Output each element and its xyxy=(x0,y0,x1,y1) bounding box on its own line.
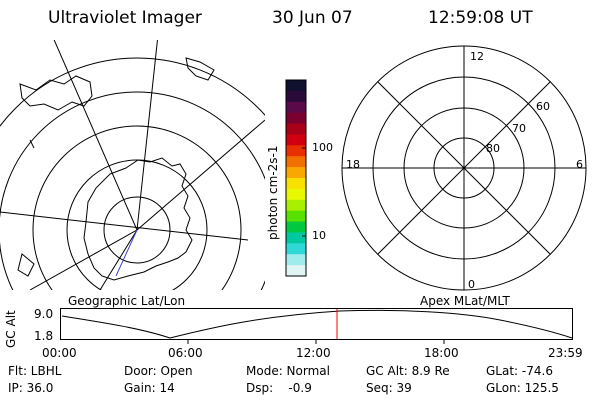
colorbar-swatch xyxy=(286,188,306,201)
info-ip: IP: 36.0 xyxy=(8,381,54,395)
colorbar-swatch xyxy=(286,145,306,157)
lon-line xyxy=(0,211,249,241)
info-gc-alt: GC Alt: 8.9 Re xyxy=(366,364,450,378)
mlt-label-bottom: 0 xyxy=(468,278,475,291)
time-tick: 23:59 xyxy=(548,346,583,360)
right-panel-label: Apex MLat/MLT xyxy=(420,294,510,308)
colorbar-swatch xyxy=(286,254,306,266)
coastline xyxy=(185,57,215,81)
lat-circle xyxy=(0,91,265,290)
mlat-label: 70 xyxy=(512,122,526,135)
mlt-line xyxy=(377,81,551,255)
instrument-title: Ultraviolet Imager xyxy=(48,8,202,28)
mlt-label-top: 12 xyxy=(470,50,484,63)
coastline xyxy=(19,75,93,111)
colorbar-swatch xyxy=(286,90,306,103)
lat-circle xyxy=(103,196,171,264)
altitude-curve xyxy=(61,309,573,339)
lon-line xyxy=(99,229,138,290)
colorbar-swatch xyxy=(286,167,306,179)
altitude-tick: 1.8 xyxy=(34,329,54,343)
colorbar-swatch xyxy=(286,199,306,212)
colorbar-swatch xyxy=(286,221,306,234)
left-panel-label: Geographic Lat/Lon xyxy=(68,294,186,308)
colorbar-swatch xyxy=(286,210,306,223)
lon-line xyxy=(136,40,158,231)
geographic-map xyxy=(0,40,265,290)
colorbar xyxy=(285,79,307,277)
time-tick: 18:00 xyxy=(424,346,459,360)
altitude-plot xyxy=(60,308,573,344)
colorbar-swatch xyxy=(286,243,306,255)
colorbar-swatch xyxy=(286,232,306,244)
info-glon: GLon: 125.5 xyxy=(486,381,559,395)
colorbar-swatch xyxy=(286,178,306,190)
colorbar-tick: 100 xyxy=(312,141,333,154)
colorbar-swatch xyxy=(286,112,306,125)
colorbar-swatch xyxy=(286,265,306,277)
info-seq: Seq: 39 xyxy=(366,381,412,395)
colorbar-tick: 10 xyxy=(312,229,326,242)
mlt-label-left: 18 xyxy=(346,158,360,171)
colorbar-swatch xyxy=(286,80,306,92)
lat-circle xyxy=(0,57,265,127)
colorbar-swatch xyxy=(286,156,306,168)
info-glat: GLat: -74.6 xyxy=(486,364,553,378)
lat-circle xyxy=(66,159,208,290)
continent-outline xyxy=(83,157,193,281)
info-mode: Mode: Normal xyxy=(246,364,330,378)
colorbar-swatch xyxy=(286,123,306,136)
colorbar-swatch xyxy=(286,101,306,114)
lon-line xyxy=(136,119,265,231)
info-door: Door: Open xyxy=(124,364,193,378)
mlt-label-right: 6 xyxy=(576,158,583,171)
time-tick: 06:00 xyxy=(168,346,203,360)
ground-track xyxy=(115,229,138,277)
info-flt: Flt: LBHL xyxy=(8,364,62,378)
lat-circle xyxy=(32,125,242,290)
lon-line xyxy=(29,229,138,290)
colorbar-label: photon cm-2s-1 xyxy=(266,145,280,241)
info-dsp: Dsp: -0.9 xyxy=(246,381,312,395)
lon-line xyxy=(53,40,138,231)
mlat-mlt-dial: 12 6 0 18 60 70 80 xyxy=(341,45,587,291)
altitude-tick: 9.0 xyxy=(34,307,54,321)
time-tick: 00:00 xyxy=(42,346,77,360)
mlat-label: 80 xyxy=(486,142,500,155)
time-label: 12:59:08 UT xyxy=(428,8,533,28)
altitude-axis-label: GC Alt xyxy=(4,310,18,348)
time-tick: 12:00 xyxy=(296,346,331,360)
coastline xyxy=(29,139,35,149)
coastline xyxy=(17,253,35,277)
info-gain: Gain: 14 xyxy=(124,381,175,395)
date-label: 30 Jun 07 xyxy=(272,8,353,28)
colorbar-swatch xyxy=(286,134,306,146)
mlat-label: 60 xyxy=(536,100,550,113)
